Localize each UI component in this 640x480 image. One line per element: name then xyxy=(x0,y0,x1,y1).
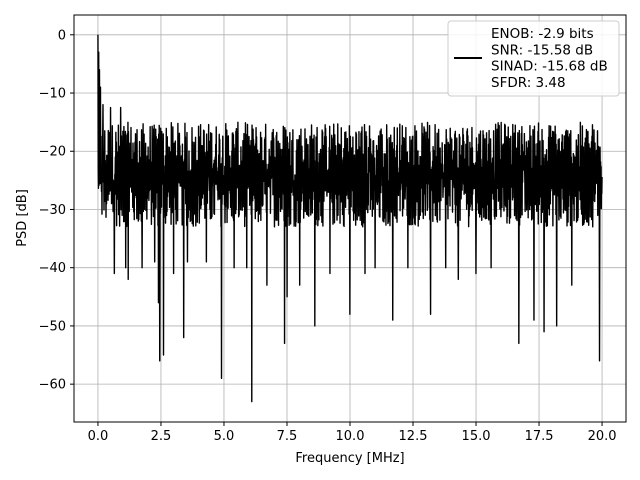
y-tick-label: 0 xyxy=(58,28,66,43)
x-tick-label: 15.0 xyxy=(462,429,491,444)
legend-line: SINAD: -15.68 dB xyxy=(491,59,608,75)
y-tick-label: −10 xyxy=(39,87,66,102)
x-tick-label: 0.0 xyxy=(88,429,109,444)
series-layer xyxy=(97,34,603,403)
legend: ENOB: -2.9 bits SNR: -15.58 dB SINAD: -15.… xyxy=(447,20,620,97)
y-axis: 0 −10 −20 −30 −40 −50 −60 xyxy=(39,28,74,393)
x-tick-label: 2.5 xyxy=(151,429,172,444)
legend-line: SFDR: 3.48 xyxy=(491,75,566,91)
x-tick-label: 7.5 xyxy=(277,429,298,444)
x-axis-label: Frequency [MHz] xyxy=(295,451,404,466)
y-tick-label: −20 xyxy=(39,145,66,160)
legend-box xyxy=(447,20,620,97)
legend-entry: ENOB: -2.9 bits SNR: -15.58 dB SINAD: -15.… xyxy=(491,26,608,91)
x-tick-label: 12.5 xyxy=(399,429,428,444)
x-tick-label: 17.5 xyxy=(525,429,554,444)
y-tick-label: −50 xyxy=(39,319,66,334)
x-axis: 0.0 2.5 5.0 7.5 10.0 12.5 15.0 17.5 20.0 xyxy=(88,422,617,444)
x-tick-label: 20.0 xyxy=(588,429,617,444)
legend-line: SNR: -15.58 dB xyxy=(491,42,593,58)
y-tick-label: −30 xyxy=(39,203,66,218)
x-tick-label: 10.0 xyxy=(336,429,365,444)
psd-series-line xyxy=(97,34,603,403)
y-axis-label: PSD [dB] xyxy=(15,189,30,247)
y-tick-label: −40 xyxy=(39,261,66,276)
x-tick-label: 5.0 xyxy=(214,429,235,444)
y-tick-label: −60 xyxy=(39,378,66,393)
legend-line: ENOB: -2.9 bits xyxy=(491,26,594,42)
